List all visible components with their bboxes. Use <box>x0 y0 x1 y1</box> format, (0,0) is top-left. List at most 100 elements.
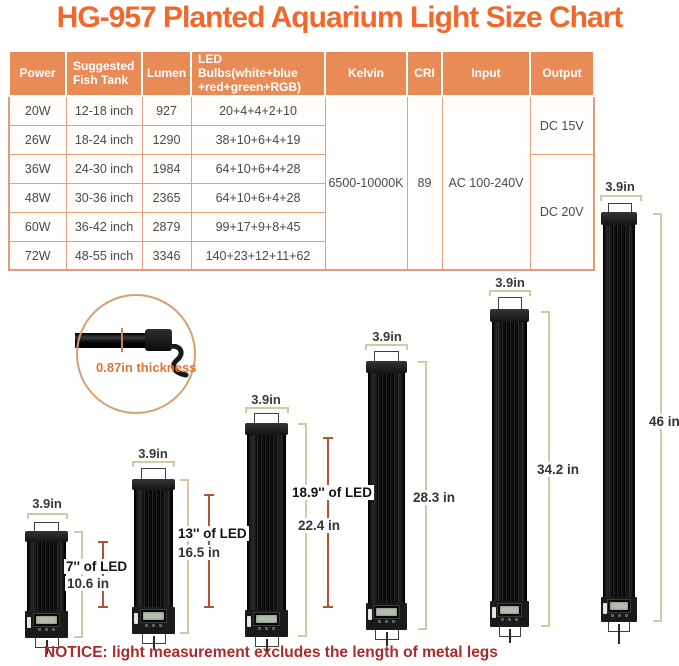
label-sticker <box>368 609 372 620</box>
table-row: 60W 36-42 inch 2879 99+17+9+8+45 <box>8 211 594 242</box>
height-label: 28.3 in <box>411 490 458 505</box>
cell-output-dc20: DC 20V <box>529 153 595 271</box>
width-label: 3.9in <box>32 496 62 511</box>
col-header-lumen: Lumen <box>141 49 192 98</box>
page-title: HG-957 Planted Aquarium Light Size Chart <box>56 1 624 34</box>
led-length-label: 13'' of LED <box>176 526 249 541</box>
cell-lumen: 1290 <box>141 124 192 155</box>
power-cord <box>509 629 511 643</box>
control-buttons <box>132 624 175 627</box>
cell-bulbs: 64+10+6+4+28 <box>190 182 326 213</box>
cell-power: 72W <box>8 240 67 271</box>
power-cord <box>46 640 48 654</box>
lcd-screen <box>140 610 167 622</box>
cell-tank: 30-36 inch <box>65 182 143 213</box>
cell-bulbs: 64+10+6+4+28 <box>190 153 326 184</box>
power-cord <box>266 639 268 651</box>
table-row: 26W 18-24 inch 1290 38+10+6+4+19 <box>8 124 594 155</box>
metal-leg-top <box>141 468 166 481</box>
cell-power: 60W <box>8 211 67 242</box>
cell-tank: 12-18 inch <box>65 95 143 126</box>
lcd-screen <box>253 613 280 625</box>
control-buttons <box>601 614 637 617</box>
width-label: 3.9in <box>605 179 635 194</box>
height-label: 22.4 in <box>296 518 343 533</box>
controller-display <box>366 603 407 630</box>
lcd-screen <box>497 604 522 616</box>
table-row: 48W 30-36 inch 2365 64+10+6+4+28 <box>8 182 594 213</box>
control-buttons <box>25 628 68 631</box>
power-cord <box>618 624 620 644</box>
cell-lumen: 1984 <box>141 153 192 184</box>
power-cord <box>153 636 155 650</box>
led-dim-line <box>98 541 108 608</box>
led-length-label: 18.9'' of LED <box>290 485 374 500</box>
table-row: 72W 48-55 inch 3346 140+23+12+11+62 <box>8 240 594 271</box>
label-sticker <box>492 607 496 618</box>
lcd-screen <box>33 614 60 626</box>
control-buttons <box>490 618 529 621</box>
cell-power: 36W <box>8 153 67 184</box>
led-length-label: 7'' of LED <box>64 559 130 574</box>
light-endcap <box>25 531 68 542</box>
height-label: 46 in <box>647 414 679 429</box>
cell-bulbs: 140+23+12+11+62 <box>190 240 326 271</box>
controller-display <box>245 610 288 637</box>
controller-display <box>132 607 175 634</box>
control-buttons <box>245 627 288 630</box>
label-sticker <box>27 617 31 628</box>
cell-lumen: 3346 <box>141 240 192 271</box>
width-bracket <box>245 407 289 413</box>
magnifier-circle <box>76 294 196 414</box>
col-header-tank: Suggested Fish Tank <box>65 49 143 98</box>
cell-input: AC 100-240V <box>441 95 531 271</box>
thickness-label: 0.87in thickness <box>96 360 197 375</box>
cell-tank: 36-42 inch <box>65 211 143 242</box>
metal-leg-top <box>374 351 399 364</box>
width-label: 3.9in <box>251 392 281 407</box>
metal-leg-top <box>498 297 522 311</box>
height-label: 10.6 in <box>65 576 112 591</box>
lcd-screen <box>374 606 399 618</box>
width-label: 3.9in <box>138 446 168 461</box>
light-bar <box>368 361 405 630</box>
power-cord <box>386 632 388 646</box>
cell-kelvin: 6500-10000K <box>324 95 408 271</box>
cell-lumen: 927 <box>141 95 192 126</box>
controller-display <box>601 597 637 622</box>
light-endcap <box>601 212 637 225</box>
controller-display <box>25 611 68 638</box>
width-bracket <box>489 290 531 296</box>
width-bracket <box>27 513 68 519</box>
metal-leg-hook <box>168 343 196 383</box>
cell-tank: 24-30 inch <box>65 153 143 184</box>
metal-leg-top <box>34 522 59 534</box>
cell-bulbs: 99+17+9+8+45 <box>190 211 326 242</box>
label-sticker <box>247 616 251 627</box>
cell-output-dc15: DC 15V <box>529 95 595 155</box>
height-label: 16.5 in <box>176 545 223 560</box>
col-header-cri: CRI <box>406 49 443 98</box>
metal-leg-top <box>254 413 279 426</box>
light-bar <box>492 309 527 627</box>
width-bracket <box>132 461 175 467</box>
col-header-kelvin: Kelvin <box>324 49 408 98</box>
lcd-screen <box>608 600 630 612</box>
cell-lumen: 2365 <box>141 182 192 213</box>
width-bracket <box>365 344 408 350</box>
light-endcap <box>245 423 288 435</box>
col-header-bulbs: LED Bulbs(white+blue +red+green+RGB) <box>190 49 326 98</box>
label-sticker <box>134 613 138 624</box>
metal-leg-top <box>608 203 632 215</box>
cell-power: 48W <box>8 182 67 213</box>
light-endcap <box>366 361 407 373</box>
notice-text: NOTICE: light measurement excludes the l… <box>44 644 498 661</box>
height-label: 34.2 in <box>535 462 582 477</box>
width-label: 3.9in <box>372 329 402 344</box>
col-header-power: Power <box>8 49 67 98</box>
cell-bulbs: 20+4+4+2+10 <box>190 95 326 126</box>
cell-cri: 89 <box>406 95 443 271</box>
spec-table: Power Suggested Fish Tank Lumen LED Bulb… <box>8 49 595 272</box>
col-header-output: Output <box>529 49 595 98</box>
